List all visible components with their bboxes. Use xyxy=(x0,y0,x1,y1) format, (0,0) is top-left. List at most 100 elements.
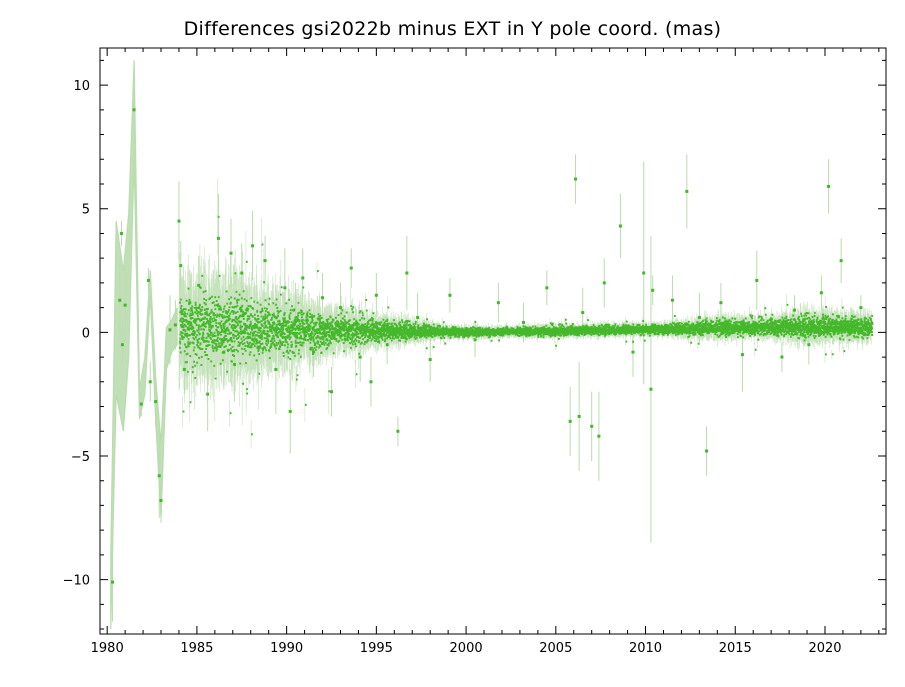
data-point xyxy=(705,449,709,453)
data-point xyxy=(597,434,601,438)
data-point xyxy=(283,286,287,290)
data-point xyxy=(396,429,400,433)
data-point xyxy=(148,380,152,384)
data-point xyxy=(697,316,701,320)
data-point xyxy=(159,498,163,502)
data-point xyxy=(197,283,201,287)
x-tick-label: 2015 xyxy=(719,641,752,656)
data-point xyxy=(294,318,298,322)
data-point xyxy=(329,390,333,394)
data-point xyxy=(642,271,646,275)
data-point xyxy=(405,271,409,275)
data-point xyxy=(590,424,594,428)
data-point xyxy=(240,271,244,275)
data-point xyxy=(651,288,655,292)
x-tick-label: 2000 xyxy=(450,641,483,656)
data-point xyxy=(132,108,136,112)
data-point xyxy=(251,244,255,248)
data-point xyxy=(120,343,124,347)
error-band-layer xyxy=(110,60,178,630)
x-tick-label: 2005 xyxy=(539,641,572,656)
chart-title: Differences gsi2022b minus EXT in Y pole… xyxy=(183,18,722,40)
data-point xyxy=(374,293,378,297)
plot-frame xyxy=(99,47,887,635)
data-point xyxy=(780,355,784,359)
data-point xyxy=(577,414,581,418)
axis-ticks xyxy=(100,48,886,634)
data-point xyxy=(581,311,585,315)
data-point xyxy=(866,327,870,331)
data-point xyxy=(740,353,744,357)
data-point xyxy=(807,343,811,347)
data-point xyxy=(146,278,150,282)
data-point xyxy=(574,177,578,181)
data-point xyxy=(358,355,362,359)
data-point xyxy=(685,189,689,193)
data-point xyxy=(819,291,823,295)
data-point-layer xyxy=(111,108,874,584)
data-point xyxy=(602,281,606,285)
data-point xyxy=(139,402,143,406)
y-tick-label: −10 xyxy=(63,574,90,589)
data-point xyxy=(157,474,161,478)
data-point xyxy=(229,251,233,255)
y-tick-label: −5 xyxy=(71,450,90,465)
data-point xyxy=(233,362,237,366)
tick-layer xyxy=(100,48,886,634)
data-point xyxy=(448,293,452,297)
data-point xyxy=(188,301,192,305)
data-point xyxy=(719,301,723,305)
data-point xyxy=(349,266,353,270)
data-point xyxy=(179,264,183,268)
data-point xyxy=(120,231,124,235)
data-point xyxy=(545,286,549,290)
data-point xyxy=(263,259,267,263)
data-point xyxy=(369,380,373,384)
data-point xyxy=(649,387,653,391)
data-point xyxy=(206,392,210,396)
x-tick-label: 1995 xyxy=(360,641,393,656)
data-point xyxy=(428,358,432,362)
data-point xyxy=(859,306,863,310)
tick-label-layer: 1980 1985 1990 1995 2000 2005 2010 2015 2020 −10 −… xyxy=(63,79,842,656)
data-point xyxy=(618,224,622,228)
data-point xyxy=(182,367,186,371)
data-point xyxy=(416,316,420,320)
y-tick-label: 10 xyxy=(73,79,90,94)
data-point xyxy=(385,343,389,347)
data-point xyxy=(312,350,316,354)
data-point xyxy=(177,219,181,223)
data-point xyxy=(839,259,843,263)
x-tick-label: 2020 xyxy=(808,641,841,656)
data-point xyxy=(473,338,477,342)
data-point xyxy=(216,236,220,240)
data-point xyxy=(792,308,796,312)
x-tick-label: 1985 xyxy=(180,641,213,656)
data-point xyxy=(850,320,854,324)
y-tick-label: 5 xyxy=(82,203,90,218)
error-band xyxy=(110,60,178,630)
data-point xyxy=(245,308,249,312)
y-tick-label: 0 xyxy=(82,326,90,341)
data-point xyxy=(321,296,325,300)
data-point xyxy=(118,298,122,302)
data-point xyxy=(755,278,759,282)
data-point xyxy=(154,400,158,404)
data-point xyxy=(173,323,177,327)
data-point xyxy=(496,301,500,305)
data-point xyxy=(256,345,260,349)
cloud-error-bars xyxy=(178,179,872,449)
data-point xyxy=(168,328,172,332)
data-point xyxy=(827,184,831,188)
data-point xyxy=(274,367,278,371)
data-point xyxy=(123,303,127,307)
data-point xyxy=(631,350,635,354)
cloud-points xyxy=(179,215,874,436)
data-point xyxy=(301,276,305,280)
data-point xyxy=(568,419,572,423)
data-point xyxy=(522,320,526,324)
x-tick-label: 1990 xyxy=(270,641,303,656)
data-point xyxy=(338,306,342,310)
data-point xyxy=(222,350,226,354)
